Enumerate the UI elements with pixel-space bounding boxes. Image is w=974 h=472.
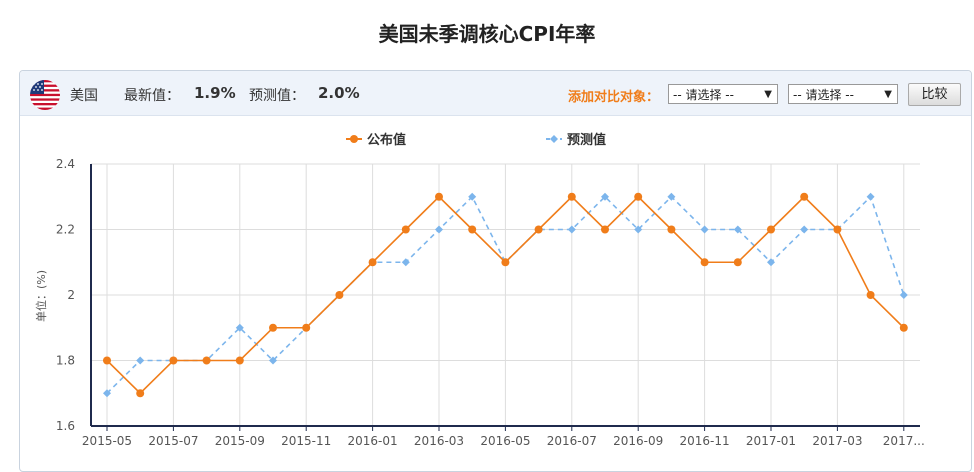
y-axis-label: 单位：(%) (34, 270, 48, 322)
data-point-published[interactable] (468, 225, 477, 234)
data-point-forecast[interactable] (634, 225, 643, 234)
data-point-forecast[interactable] (700, 225, 709, 234)
y-tick-label: 2 (67, 288, 75, 302)
data-point-published[interactable] (501, 258, 510, 267)
compare-select-2[interactable]: -- 请选择 -- ▼ (788, 84, 898, 104)
compare-select-1-value: -- 请选择 -- (673, 88, 734, 102)
x-tick-label: 2016-03 (414, 434, 464, 448)
y-tick-label: 1.6 (56, 419, 75, 433)
data-point-published[interactable] (700, 258, 709, 267)
chart-series (103, 192, 908, 398)
data-point-published[interactable] (368, 258, 377, 267)
caret-down-icon: ▼ (764, 89, 772, 100)
forecast-value: 2.0% (318, 84, 360, 102)
page-title: 美国未季调核心CPI年率 (378, 22, 596, 46)
data-point-published[interactable] (601, 225, 609, 234)
x-tick-label: 2015-07 (148, 434, 198, 448)
data-point-published[interactable] (866, 291, 875, 299)
caret-down-icon: ▼ (884, 89, 892, 100)
y-tick-label: 2.2 (56, 223, 75, 237)
y-tick-label: 2.4 (56, 157, 75, 171)
x-tick-label: 2016-09 (613, 434, 663, 448)
data-point-published[interactable] (667, 225, 676, 234)
data-point-published[interactable] (833, 225, 842, 234)
data-point-forecast[interactable] (899, 291, 908, 299)
data-point-forecast[interactable] (269, 356, 277, 365)
data-point-published[interactable] (269, 323, 277, 332)
compare-button[interactable]: 比较 (908, 83, 961, 106)
data-point-forecast[interactable] (733, 225, 742, 234)
data-point-published[interactable] (634, 192, 643, 201)
y-tick-label: 1.8 (56, 354, 75, 368)
toolbar: 美国 最新值： 1.9% 预测值： 2.0% 添加对比对象： -- 请选择 --… (20, 71, 971, 116)
legend-label-forecast: 预测值 (567, 132, 606, 148)
legend-item-forecast[interactable]: 预测值 (546, 132, 606, 148)
data-point-published[interactable] (567, 192, 576, 201)
data-point-published[interactable] (899, 323, 908, 332)
legend-marker-published (350, 135, 358, 143)
chart-grid (91, 163, 920, 427)
data-point-forecast[interactable] (401, 258, 410, 267)
x-tick-label: 2016-01 (348, 434, 398, 448)
x-tick-label: 2015-11 (281, 434, 331, 448)
data-point-published[interactable] (169, 356, 178, 365)
data-point-forecast[interactable] (800, 225, 809, 234)
data-point-published[interactable] (767, 225, 775, 234)
legend-label-published: 公布值 (367, 132, 406, 148)
legend-item-published[interactable]: 公布值 (346, 132, 406, 148)
us-flag-icon (30, 80, 60, 110)
data-point-published[interactable] (335, 291, 344, 299)
data-point-forecast[interactable] (103, 389, 111, 398)
data-point-forecast[interactable] (667, 192, 676, 201)
data-point-forecast[interactable] (136, 356, 145, 365)
compare-label: 添加对比对象： (568, 90, 660, 105)
series-published (103, 192, 908, 398)
data-point-published[interactable] (202, 356, 211, 365)
data-point-forecast[interactable] (767, 258, 775, 267)
country-name: 美国 (70, 88, 98, 104)
data-point-published[interactable] (733, 258, 742, 267)
data-point-forecast[interactable] (601, 192, 609, 201)
x-tick-label: 2016-07 (547, 434, 597, 448)
data-point-published[interactable] (435, 192, 443, 201)
data-point-published[interactable] (235, 356, 244, 365)
x-tick-label: 2017... (883, 434, 925, 448)
x-tick-label: 2017-03 (812, 434, 862, 448)
chart-legend: 公布值 预测值 (346, 132, 606, 148)
data-point-published[interactable] (800, 192, 809, 201)
x-tick-label: 2015-05 (82, 434, 132, 448)
data-point-forecast[interactable] (235, 323, 244, 332)
data-point-published[interactable] (534, 225, 543, 234)
latest-label: 最新值： (124, 88, 180, 104)
compare-select-2-value: -- 请选择 -- (793, 88, 854, 102)
data-point-published[interactable] (103, 356, 111, 365)
data-point-forecast[interactable] (468, 192, 477, 201)
data-point-published[interactable] (401, 225, 410, 234)
x-tick-label: 2017-01 (746, 434, 796, 448)
compare-select-1[interactable]: -- 请选择 -- ▼ (668, 84, 778, 104)
legend-marker-forecast (550, 135, 558, 143)
x-tick-label: 2015-09 (215, 434, 265, 448)
data-point-forecast[interactable] (567, 225, 576, 234)
chart-axes: 1.6 1.8 2 2.2 2.4 2015-05 2015-07 2015-09 2015-1… (56, 157, 925, 448)
data-point-published[interactable] (136, 389, 145, 398)
forecast-label: 预测值： (249, 88, 305, 104)
x-tick-label: 2016-11 (680, 434, 730, 448)
chart-panel: 美国 最新值： 1.9% 预测值： 2.0% 添加对比对象： -- 请选择 --… (19, 70, 972, 472)
x-tick-label: 2016-05 (480, 434, 530, 448)
data-point-published[interactable] (302, 323, 311, 332)
latest-value: 1.9% (194, 84, 236, 102)
data-point-forecast[interactable] (866, 192, 875, 201)
data-point-forecast[interactable] (435, 225, 443, 234)
line-chart: 公布值 预测值 1.6 1.8 2 2.2 2.4 2015-05 2015-07 2015-… (34, 132, 925, 448)
